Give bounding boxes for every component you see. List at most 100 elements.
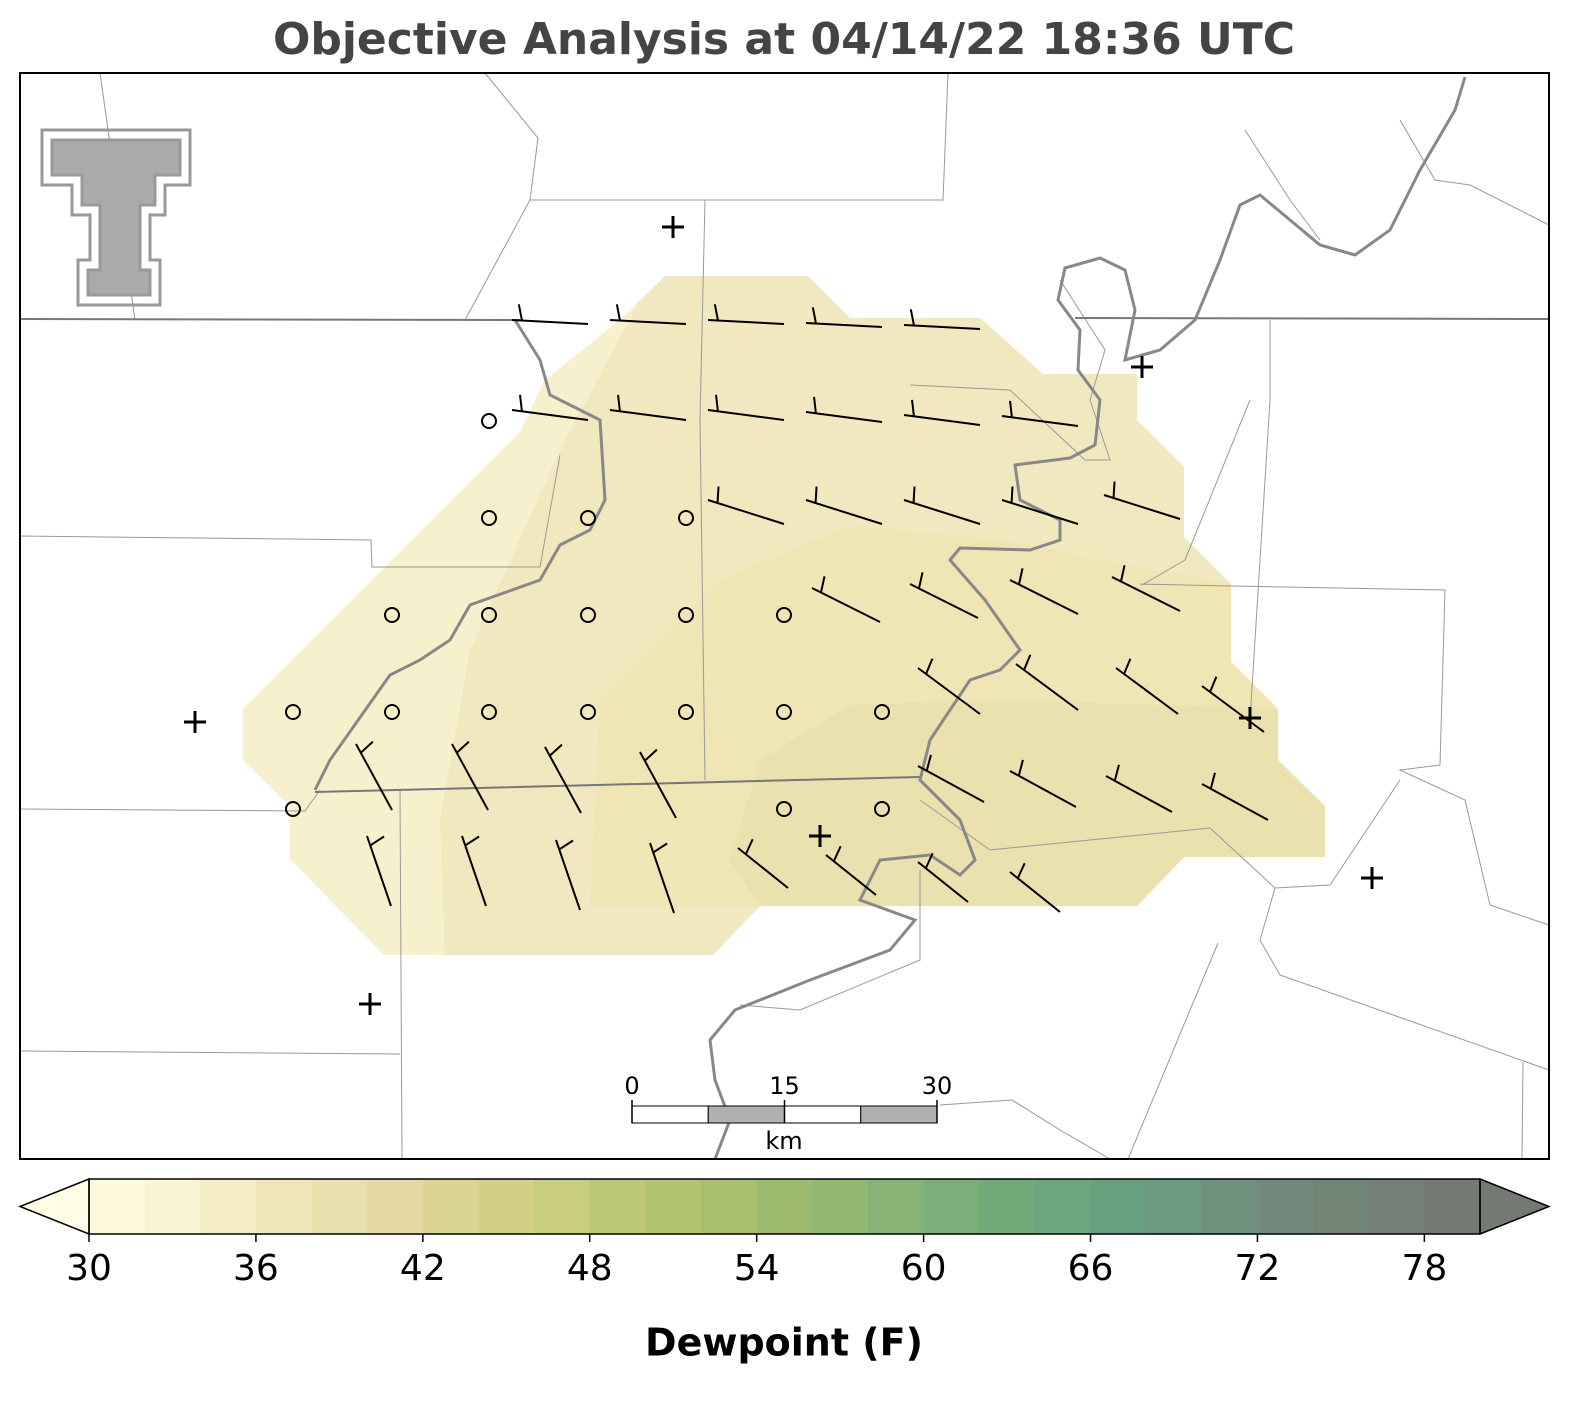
station (776, 607, 792, 623)
rivers (313, 76, 1467, 1160)
wind-barb (1115, 658, 1179, 715)
analysis-field (730, 700, 1325, 906)
colorbar-bin (923, 1179, 980, 1234)
wind-barb (649, 842, 675, 914)
wind-barb (1001, 400, 1079, 427)
wind-barb (511, 394, 589, 421)
station (481, 607, 497, 623)
station (384, 607, 400, 623)
scale-label: 0 (624, 1072, 639, 1100)
wind-barb (1103, 481, 1181, 520)
scale-segment (707, 1105, 785, 1124)
station (874, 704, 890, 720)
colorbar-bin (1424, 1179, 1481, 1234)
colorbar-bin (534, 1179, 591, 1234)
wind-barb (609, 394, 687, 421)
colorbar-tick-label: 60 (901, 1248, 947, 1289)
station (776, 801, 792, 817)
wind-barb (917, 754, 985, 803)
wind-barb (639, 748, 677, 819)
station (580, 704, 596, 720)
wind-barb (451, 740, 489, 811)
colorbar-bin (812, 1179, 869, 1234)
wind-barb (707, 304, 785, 325)
wind-barb (707, 486, 785, 525)
colorbar-bin (1034, 1179, 1092, 1234)
station (874, 801, 890, 817)
wind-barb (1201, 772, 1269, 821)
scale-segment (860, 1105, 938, 1124)
observations (184, 216, 1383, 1015)
colorbar-under (17, 1177, 90, 1236)
site-marker (184, 711, 206, 733)
colorbar-tick-label: 72 (1235, 1248, 1281, 1289)
colorbar-label: Dewpoint (F) (645, 1321, 923, 1365)
station (384, 704, 400, 720)
colorbar-bin (144, 1179, 201, 1234)
colorbar-tick-label: 48 (567, 1248, 613, 1289)
wind-barb (1009, 759, 1077, 808)
colorbar-bin (1201, 1179, 1258, 1234)
wind-barb (909, 572, 979, 619)
station (481, 413, 497, 429)
wind-barb (1015, 654, 1079, 711)
site-marker (1361, 867, 1383, 889)
wind-barb (917, 852, 969, 903)
wind-barb (917, 658, 981, 715)
colorbar-tick-label: 36 (233, 1248, 279, 1289)
colorbar-bin (756, 1179, 813, 1234)
colorbar-bin (422, 1179, 479, 1234)
station (580, 510, 596, 526)
colorbar-bin (979, 1179, 1036, 1234)
colorbar-tick-label: 66 (1068, 1248, 1114, 1289)
colorbar-bin (589, 1179, 646, 1234)
wind-barb (1105, 764, 1173, 813)
site-marker (359, 993, 381, 1015)
scale-bar: 0 15 30 km (624, 1072, 952, 1155)
colorbar-bin (1368, 1179, 1425, 1234)
colorbar-bin (1146, 1179, 1203, 1234)
station (285, 704, 301, 720)
wind-barb (825, 845, 877, 896)
wind-barb (355, 740, 393, 811)
title: Objective Analysis at 04/14/22 18:36 UTC (273, 14, 1295, 65)
wind-barb (903, 486, 981, 525)
station (580, 607, 596, 623)
colorbar-bin (200, 1179, 257, 1234)
wind-barb (1009, 862, 1061, 913)
colorbar-bin (478, 1179, 535, 1234)
wind-barb (555, 839, 581, 911)
station (678, 704, 694, 720)
colorbar-bin (701, 1179, 758, 1234)
station (678, 607, 694, 623)
colorbar: 30 36 42 48 54 60 66 72 78 (17, 1177, 1552, 1289)
colorbar-frame (88, 1178, 1481, 1235)
colorbar-tick-label: 42 (400, 1248, 446, 1289)
colorbar-bin (367, 1179, 424, 1234)
analysis-field (590, 525, 1278, 906)
wind-barb (903, 399, 981, 426)
scale-label: 30 (922, 1072, 953, 1100)
station (285, 801, 301, 817)
site-marker (1131, 356, 1153, 378)
scale-unit: km (765, 1127, 802, 1155)
station (776, 704, 792, 720)
scale-segment (631, 1105, 709, 1124)
colorbar-bin (1313, 1179, 1370, 1234)
site-marker (809, 825, 831, 847)
station (678, 510, 694, 526)
colorbar-bin (311, 1179, 368, 1234)
map-frame (19, 72, 1550, 1160)
wind-barb (609, 304, 687, 325)
colorbar-bin (867, 1179, 925, 1234)
station (481, 704, 497, 720)
wind-barb (1009, 568, 1079, 615)
state-lines (19, 317, 1550, 793)
colorbar-bin (645, 1179, 702, 1234)
scale-label: 15 (769, 1072, 800, 1100)
station (481, 510, 497, 526)
logo (40, 128, 192, 307)
wind-barb (1001, 486, 1079, 525)
site-marker (662, 216, 684, 238)
